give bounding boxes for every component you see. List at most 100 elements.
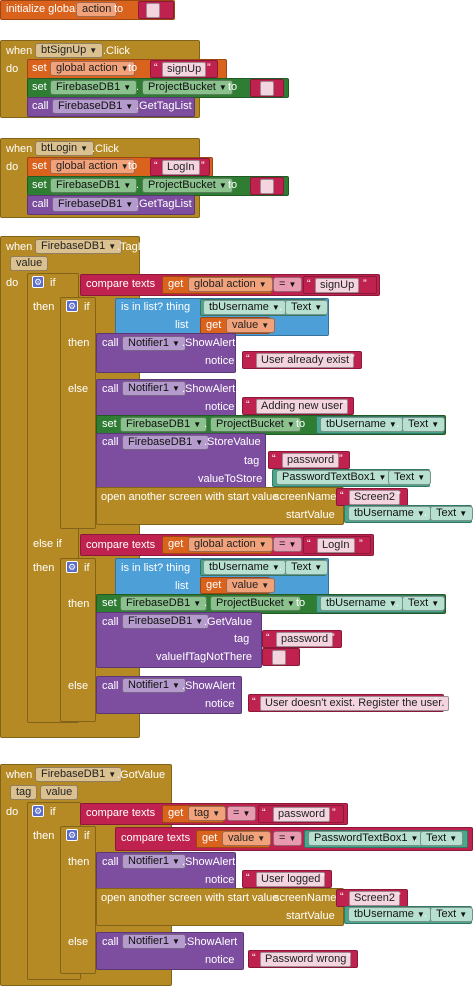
component-dropdown[interactable]: Notifier1 ▼ (122, 678, 186, 693)
dropdown-arrow-icon: ▼ (288, 280, 297, 289)
var-dropdown[interactable]: value ▼ (226, 578, 276, 593)
component-dropdown[interactable]: tbUsername ▼ (348, 506, 431, 521)
string-value[interactable]: LogIn (162, 160, 200, 175)
component-dropdown[interactable]: btLogin ▼ (35, 141, 95, 156)
string-value[interactable]: password (276, 632, 334, 647)
component-dropdown[interactable]: Notifier1 ▼ (122, 854, 186, 869)
property-dropdown[interactable]: Text ▼ (420, 831, 464, 846)
dropdown-arrow-icon: ▼ (271, 563, 280, 572)
gear-icon[interactable]: ⚙ (32, 276, 44, 288)
property-dropdown[interactable]: Text ▼ (388, 470, 432, 485)
string-value[interactable]: User logged (256, 872, 326, 887)
component-dropdown[interactable]: FirebaseDB1 ▼ (122, 614, 210, 629)
component-dropdown[interactable]: tbUsername ▼ (320, 596, 403, 611)
kw-valueiftagnotthere: valueIfTagNotThere (156, 651, 252, 663)
component-dropdown[interactable]: FirebaseDB1 ▼ (35, 239, 123, 254)
component-dropdown[interactable]: FirebaseDB1 ▼ (122, 435, 210, 450)
property-dropdown[interactable]: Text ▼ (285, 560, 329, 575)
component-dropdown[interactable]: PasswordTextBox1 ▼ (276, 470, 393, 485)
kw-then: then (33, 562, 55, 574)
kw-do: do (6, 63, 19, 75)
component-dropdown[interactable]: FirebaseDB1 ▼ (35, 767, 123, 782)
compare-op-dropdown[interactable]: = ▼ (273, 831, 303, 846)
dropdown-arrow-icon: ▼ (242, 809, 251, 818)
property-dropdown[interactable]: ProjectBucket ▼ (210, 596, 301, 611)
dot: . (414, 832, 418, 844)
param-tag[interactable]: tag (10, 785, 38, 800)
string-value[interactable]: Screen2 (349, 891, 400, 906)
component-dropdown[interactable]: Notifier1 ▼ (122, 336, 186, 351)
property-dropdown[interactable]: ProjectBucket ▼ (142, 80, 233, 95)
var-dropdown[interactable]: global action ▼ (188, 537, 273, 552)
property-dropdown[interactable]: Text ▼ (430, 506, 474, 521)
property-dropdown[interactable]: Text ▼ (285, 300, 329, 315)
component-dropdown[interactable]: tbUsername ▼ (203, 560, 286, 575)
component-dropdown[interactable]: FirebaseDB1 ▼ (50, 80, 138, 95)
component-dropdown[interactable]: tbUsername ▼ (320, 417, 403, 432)
var-dropdown[interactable]: global action ▼ (50, 159, 135, 174)
if-block[interactable] (60, 297, 96, 529)
op: = (233, 807, 240, 819)
component-dropdown[interactable]: FirebaseDB1 ▼ (52, 99, 140, 114)
empty-string-value (260, 179, 274, 194)
string-value[interactable]: password (273, 807, 331, 822)
component-dropdown[interactable]: FirebaseDB1 ▼ (52, 197, 140, 212)
empty-string-value (260, 81, 274, 96)
gear-icon[interactable]: ⚙ (32, 805, 44, 817)
property-dropdown[interactable]: Text ▼ (430, 907, 474, 922)
component-dropdown[interactable]: Notifier1 ▼ (122, 934, 186, 949)
string-value[interactable]: signUp (162, 62, 207, 77)
gear-icon[interactable]: ⚙ (66, 300, 78, 312)
param-value[interactable]: value (40, 785, 79, 800)
component-dropdown[interactable]: tbUsername ▼ (203, 300, 286, 315)
param-value[interactable]: value (10, 256, 49, 271)
component-name: tbUsername (326, 597, 386, 609)
string-value[interactable]: Screen2 (349, 490, 400, 505)
var-dropdown[interactable]: value ▼ (226, 318, 276, 333)
property-dropdown[interactable]: Text ▼ (402, 596, 446, 611)
dot: . (279, 301, 283, 313)
var-dropdown[interactable]: value ▼ (222, 831, 272, 846)
string-value[interactable]: LogIn (317, 538, 355, 553)
string-value[interactable]: signUp (315, 278, 360, 293)
gear-icon[interactable]: ⚙ (66, 829, 78, 841)
kw-to: to (128, 160, 138, 172)
compare-op-dropdown[interactable]: = ▼ (273, 277, 303, 292)
string-value[interactable]: Password wrong (260, 952, 352, 967)
event-name: .Click (103, 45, 130, 57)
kw-list: list (175, 580, 189, 592)
component-dropdown[interactable]: FirebaseDB1 ▼ (50, 178, 138, 193)
component-dropdown[interactable]: tbUsername ▼ (348, 907, 431, 922)
compare-op-dropdown[interactable]: = ▼ (227, 806, 257, 821)
if-block[interactable] (60, 558, 96, 722)
component-dropdown[interactable]: FirebaseDB1 ▼ (120, 417, 208, 432)
string-value[interactable]: User doesn't exist. Register the user. (260, 696, 450, 711)
component-dropdown[interactable]: FirebaseDB1 ▼ (120, 596, 208, 611)
component-dropdown[interactable]: btSignUp ▼ (35, 43, 104, 58)
string-value[interactable]: User already exist (256, 353, 355, 368)
component-dropdown[interactable]: PasswordTextBox1 ▼ (308, 831, 425, 846)
open-screen-block[interactable] (96, 888, 344, 926)
var-dropdown[interactable]: global action ▼ (50, 61, 135, 76)
gear-icon[interactable]: ⚙ (66, 561, 78, 573)
property-dropdown[interactable]: ProjectBucket ▼ (210, 417, 301, 432)
kw-then: then (33, 301, 55, 313)
kw-valuetostore: valueToStore (198, 473, 263, 485)
var-name-field[interactable]: action (76, 2, 118, 17)
if-block[interactable] (60, 826, 96, 974)
event-name: .Click (92, 143, 119, 155)
kw-set: set (102, 418, 117, 430)
var-dropdown[interactable]: tag ▼ (188, 806, 227, 821)
property-dropdown[interactable]: ProjectBucket ▼ (142, 178, 233, 193)
var-dropdown[interactable]: global action ▼ (188, 277, 273, 292)
string-value[interactable]: password (282, 453, 340, 468)
open-screen-block[interactable] (96, 487, 344, 525)
component-dropdown[interactable]: Notifier1 ▼ (122, 381, 186, 396)
dot: . (136, 179, 140, 191)
property-name: Text (426, 832, 447, 844)
string-value[interactable]: Adding new user (256, 399, 348, 414)
property-dropdown[interactable]: Text ▼ (402, 417, 446, 432)
compare-op-dropdown[interactable]: = ▼ (273, 537, 303, 552)
op: = (279, 278, 286, 290)
